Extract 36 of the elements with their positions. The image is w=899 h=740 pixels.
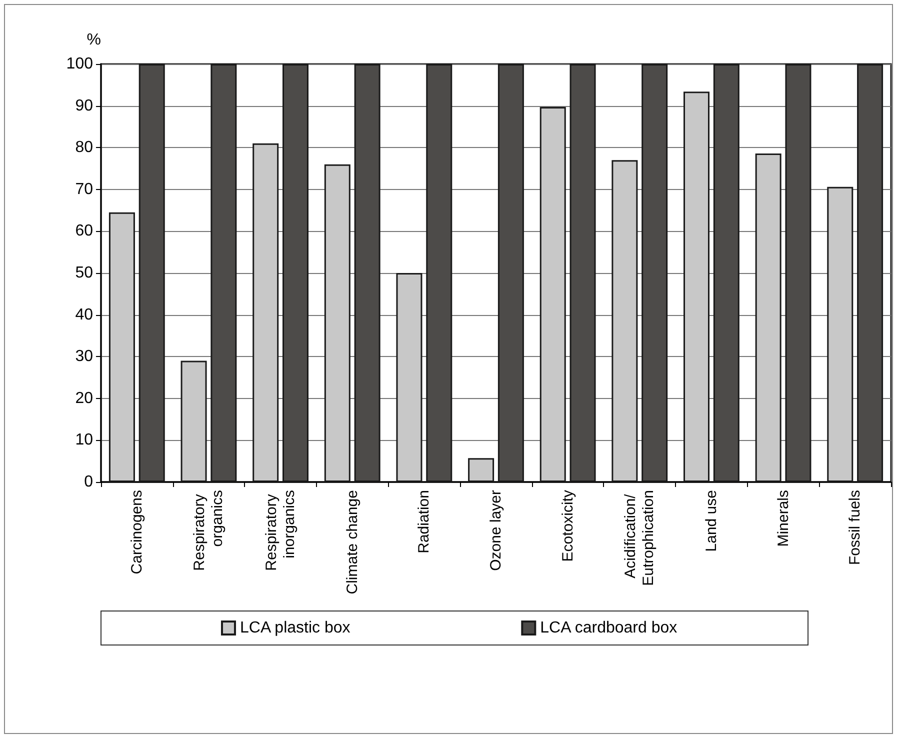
x-tick-label: Ozone layer xyxy=(488,490,504,571)
x-tick-label: Climate change xyxy=(344,490,361,594)
y-tick-label: 40 xyxy=(75,306,94,324)
x-tick-label: Minerals xyxy=(774,490,792,547)
bar xyxy=(396,273,422,482)
y-tick-label: 60 xyxy=(75,222,94,240)
y-tick-label: 0 xyxy=(84,474,94,490)
bar xyxy=(180,360,207,482)
y-tick-label: 80 xyxy=(75,139,94,156)
x-tick-label: Radiation xyxy=(416,490,433,554)
y-tick-label: 20 xyxy=(75,390,94,407)
x-tick-label: Carcinogens xyxy=(128,490,146,574)
y-tick-label: 30 xyxy=(75,348,94,366)
bar xyxy=(252,143,279,482)
y-tick-label: 70 xyxy=(75,180,94,198)
bar xyxy=(684,92,710,482)
y-tick-label: 90 xyxy=(75,97,94,114)
bar xyxy=(827,186,854,482)
x-tick-label: Acidification/ Eutrophication xyxy=(622,490,658,586)
legend-label: LCA cardboard box xyxy=(540,620,678,636)
bar xyxy=(540,107,566,482)
x-tick-label: Respiratory inorganics xyxy=(263,490,298,571)
bar xyxy=(468,458,494,482)
bar xyxy=(108,212,135,482)
bar xyxy=(324,164,350,482)
y-tick-label: 50 xyxy=(75,264,94,282)
x-tick-label: Fossil fuels xyxy=(846,490,864,566)
bar xyxy=(612,160,638,482)
legend-label: LCA plastic box xyxy=(240,620,350,636)
x-tick-label: Ecotoxicity xyxy=(559,490,576,562)
x-tick-label: Respiratory organics xyxy=(191,490,226,571)
y-tick-label: 100 xyxy=(66,56,94,72)
bar xyxy=(755,153,782,482)
y-tick-label: 10 xyxy=(75,432,94,449)
y-axis-title: % xyxy=(86,32,101,48)
x-tick-label: Land use xyxy=(702,490,720,552)
